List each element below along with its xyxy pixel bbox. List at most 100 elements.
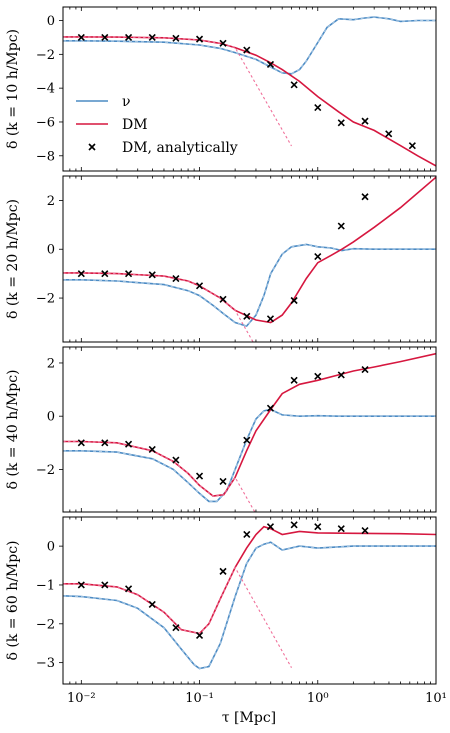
analytic-marker: [243, 46, 251, 54]
x-axis-label: τ [Mpc]: [222, 710, 276, 726]
y-tick-label: −4: [36, 82, 55, 97]
y-axis-label: δ (k = 60 h/Mpc): [5, 540, 21, 660]
panel-frame: [62, 175, 437, 343]
y-tick-label: −8: [36, 149, 55, 164]
analytic-marker: [77, 439, 85, 447]
analytic-marker: [148, 271, 156, 279]
panel-1: 0 −2 −4 −6 −8 δ (k = 10 h/Mpc) ν DM DM, analytic…: [5, 6, 437, 172]
nu-dashed-line: [63, 541, 436, 670]
panel-frame: [62, 346, 437, 513]
analytic-marker: [243, 530, 251, 539]
analytic-marker: [337, 371, 345, 379]
dm-series-line: [63, 36, 436, 167]
analytic-marker: [219, 477, 227, 485]
y-tick-label: 0: [47, 410, 55, 425]
analytic-marker: [266, 315, 275, 323]
analytic-marker: [195, 472, 204, 480]
analytic-marker: [125, 270, 133, 278]
plot-area: [63, 521, 436, 670]
y-tick-label: −2: [36, 292, 55, 307]
analytic-marker: [172, 274, 180, 283]
analytic-marker: [195, 282, 204, 290]
analytic-marker: [77, 270, 85, 278]
analytic-marker: [314, 252, 322, 261]
legend-label: DM: [122, 117, 148, 133]
analytic-marker: [172, 34, 180, 42]
panels: 0 −2 −4 −6 −8 δ (k = 10 h/Mpc) ν DM DM, analytic…: [5, 6, 447, 706]
dm-dashed-approx: [63, 36, 292, 147]
analytic-marker: [125, 440, 133, 448]
plot-area: [63, 352, 436, 512]
nu-dashed-line: [63, 16, 436, 75]
analytic-marker: [195, 35, 204, 43]
y-tick-label: −3: [36, 656, 55, 671]
analytic-marker: [361, 117, 369, 125]
analytic-marker: [243, 312, 251, 320]
dm-series-line: [63, 525, 436, 635]
plot-area: [63, 176, 436, 342]
analytic-marker: [125, 33, 133, 41]
analytic-marker: [219, 295, 227, 303]
analytic-marker: [101, 581, 109, 589]
x-tick-label: 10⁻²: [67, 691, 96, 706]
analytic-marker: [125, 585, 133, 593]
analytic-marker: [172, 624, 180, 632]
analytic-marker: [243, 436, 251, 444]
analytic-marker: [361, 527, 369, 535]
y-tick-label: 0: [47, 14, 55, 29]
analytic-marker: [219, 567, 227, 575]
analytic-marker: [361, 193, 369, 201]
analytic-marker: [77, 581, 85, 589]
nu-dashed-line: [63, 243, 436, 327]
x-tick-label: 10¹: [425, 691, 447, 706]
y-tick-label: −2: [36, 48, 55, 63]
analytic-marker: [172, 456, 180, 464]
analytic-marker: [290, 521, 298, 529]
analytic-marker: [290, 296, 298, 305]
nu-series-line: [63, 16, 436, 75]
analytic-marker: [148, 600, 156, 608]
y-tick-label: −1: [36, 578, 55, 593]
analytic-marker: [266, 404, 275, 412]
analytic-marker: [314, 523, 322, 531]
analytic-marker: [148, 445, 156, 454]
analytic-marker: [77, 33, 85, 41]
legend-marker-analytic: [88, 143, 96, 151]
analytic-marker: [219, 39, 227, 47]
legend-label: ν: [122, 94, 131, 110]
nu-dashed-line: [63, 408, 436, 502]
analytic-marker: [314, 104, 322, 112]
analytic-marker: [101, 33, 109, 41]
y-axis-label: δ (k = 40 h/Mpc): [5, 369, 21, 489]
y-tick-label: 2: [47, 194, 55, 209]
analytic-marker: [314, 372, 322, 380]
y-axis-label: δ (k = 10 h/Mpc): [5, 29, 21, 149]
analytic-marker: [385, 130, 393, 138]
dm-dashed-approx: [63, 272, 254, 342]
y-axis-label: δ (k = 20 h/Mpc): [5, 199, 21, 319]
analytic-marker: [290, 376, 298, 384]
analytic-marker: [148, 33, 156, 41]
y-tick-label: 0: [47, 540, 55, 555]
y-tick-label: −2: [36, 463, 55, 478]
analytic-marker: [266, 523, 275, 531]
y-tick-label: −2: [36, 617, 55, 632]
nu-series-line: [63, 408, 436, 503]
x-tick-label: 10⁻¹: [185, 691, 214, 706]
analytic-marker: [290, 81, 298, 89]
legend: ν DM DM, analytically: [76, 94, 238, 156]
legend-label: DM, analytically: [122, 140, 238, 156]
dm-series-line: [63, 352, 436, 497]
analytic-marker: [337, 119, 345, 127]
analytic-marker: [337, 525, 345, 533]
panel-frame: [62, 516, 437, 685]
analytic-marker: [361, 366, 369, 374]
y-tick-label: 0: [47, 243, 55, 258]
panel-2: 2 0 −2 δ (k = 20 h/Mpc): [5, 175, 437, 343]
panel-frame: [62, 6, 437, 172]
y-tick-label: 2: [47, 356, 55, 371]
analytic-marker: [337, 222, 345, 230]
analytic-marker: [408, 142, 416, 150]
